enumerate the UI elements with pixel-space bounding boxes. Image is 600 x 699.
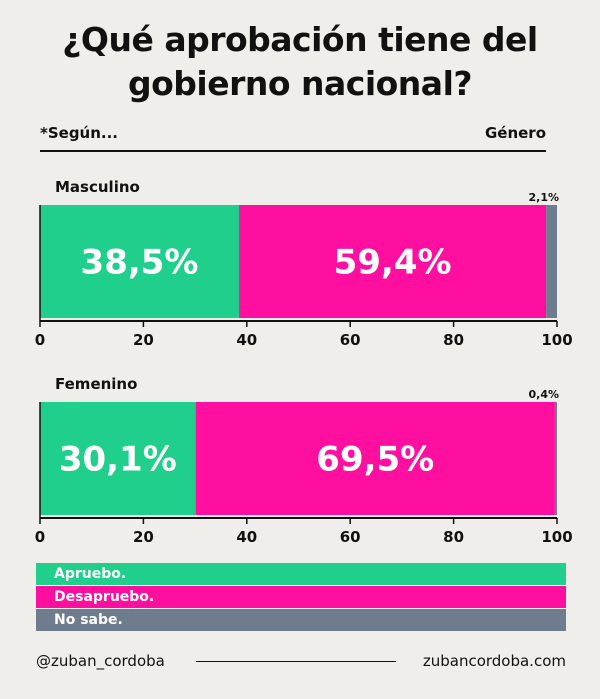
x-tick-label: 100 — [541, 331, 572, 349]
data-label: 30,1% — [59, 440, 177, 480]
chart-panel-masculino: Masculino 38,5% 59,4% 2,1% 0 20 40 60 80 100 — [0, 178, 600, 368]
bar-segment-apruebo — [40, 402, 196, 515]
footer-divider — [196, 661, 396, 662]
bar-segment-no-sabe — [546, 205, 557, 318]
subhead: *Según... Género — [40, 124, 546, 142]
legend-item-no-sabe: No sabe. — [36, 609, 566, 631]
x-tick-label: 80 — [443, 528, 464, 546]
bar-segment-desapruebo — [195, 402, 555, 515]
footer-handle: @zuban_cordoba — [36, 652, 165, 670]
legend-item-desapruebo: Desapruebo. — [36, 586, 566, 608]
subhead-divider — [40, 150, 546, 152]
data-label: 2,1% — [528, 191, 559, 204]
bar-segment-no-sabe — [554, 402, 557, 515]
bar-segment-apruebo — [40, 205, 240, 318]
legend-item-apruebo: Apruebo. — [36, 563, 566, 585]
data-label: 0,4% — [528, 388, 559, 401]
x-tick-label: 100 — [541, 528, 572, 546]
stacked-bar-chart: 38,5% 59,4% 2,1% 0 20 40 60 80 100 — [35, 191, 573, 349]
panel-title: Femenino — [55, 375, 138, 393]
stacked-bar-chart: 30,1% 69,5% 0,4% 0 20 40 60 80 100 — [35, 388, 573, 546]
x-tick-label: 20 — [133, 331, 154, 349]
x-tick-label: 40 — [236, 528, 257, 546]
x-tick-label: 0 — [35, 528, 45, 546]
subhead-right: Género — [484, 124, 546, 142]
title-line-1: ¿Qué aprobación tiene del — [62, 20, 538, 59]
x-tick-label: 60 — [340, 528, 361, 546]
x-tick-label: 60 — [340, 331, 361, 349]
x-tick-label: 40 — [236, 331, 257, 349]
title-line-2: gobierno nacional? — [127, 64, 473, 103]
panel-title: Masculino — [55, 178, 140, 196]
x-tick-label: 20 — [133, 528, 154, 546]
chart-panel-femenino: Femenino 30,1% 69,5% 0,4% 0 20 40 60 80 100 — [0, 375, 600, 565]
data-label: 38,5% — [81, 243, 199, 283]
data-label: 69,5% — [316, 440, 434, 480]
data-label: 59,4% — [334, 243, 452, 283]
legend: Apruebo. Desapruebo. No sabe. — [36, 563, 566, 632]
chart-title: ¿Qué aprobación tiene del gobierno nacio… — [0, 18, 600, 106]
x-tick-label: 0 — [35, 331, 45, 349]
bar-segment-desapruebo — [239, 205, 547, 318]
x-tick-label: 80 — [443, 331, 464, 349]
subhead-left: *Según... — [40, 124, 119, 142]
footer-website: zubancordoba.com — [422, 652, 566, 670]
